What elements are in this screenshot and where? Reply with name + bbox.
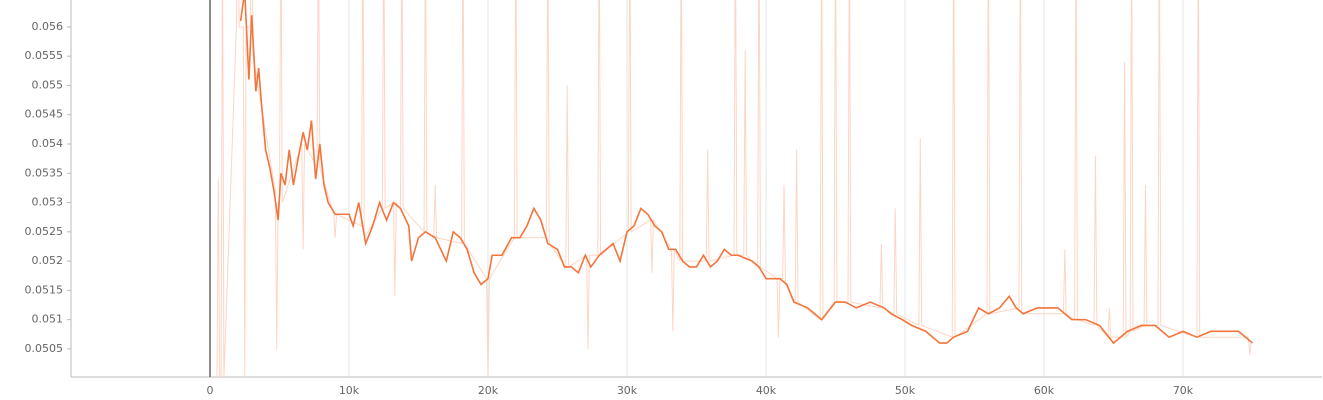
grid bbox=[67, 0, 1322, 378]
y-tick-label: 0.053 bbox=[32, 196, 64, 209]
y-tick-label: 0.056 bbox=[32, 20, 64, 33]
y-tick-label: 0.051 bbox=[32, 313, 64, 326]
x-tick-label: 40k bbox=[756, 384, 777, 397]
x-tick-label: 50k bbox=[895, 384, 916, 397]
y-tick-label: 0.0525 bbox=[25, 225, 64, 238]
x-tick-label: 10k bbox=[339, 384, 360, 397]
x-tick-label: 0 bbox=[207, 384, 214, 397]
y-tick-label: 0.0515 bbox=[25, 283, 64, 296]
x-tick-label: 30k bbox=[617, 384, 638, 397]
y-tick-label: 0.0535 bbox=[25, 166, 64, 179]
y-tick-label: 0.055 bbox=[32, 78, 64, 91]
y-tick-label: 0.0555 bbox=[25, 49, 64, 62]
axis-labels: 0 10k 20k 30k 40k 50k 60k 70k 0.0505 0.051 0.0515 0… bbox=[25, 20, 1194, 397]
raw-line bbox=[216, 0, 1252, 377]
y-tick-label: 0.052 bbox=[32, 254, 64, 267]
plot-area bbox=[216, 0, 1254, 377]
x-tick-label: 60k bbox=[1034, 384, 1055, 397]
x-tick-label: 70k bbox=[1173, 384, 1194, 397]
y-tick-label: 0.0545 bbox=[25, 108, 64, 121]
y-tick-label: 0.0505 bbox=[25, 342, 64, 355]
x-tick-label: 20k bbox=[478, 384, 499, 397]
smoothed-line bbox=[239, 0, 1254, 345]
y-tick-label: 0.054 bbox=[32, 137, 64, 150]
